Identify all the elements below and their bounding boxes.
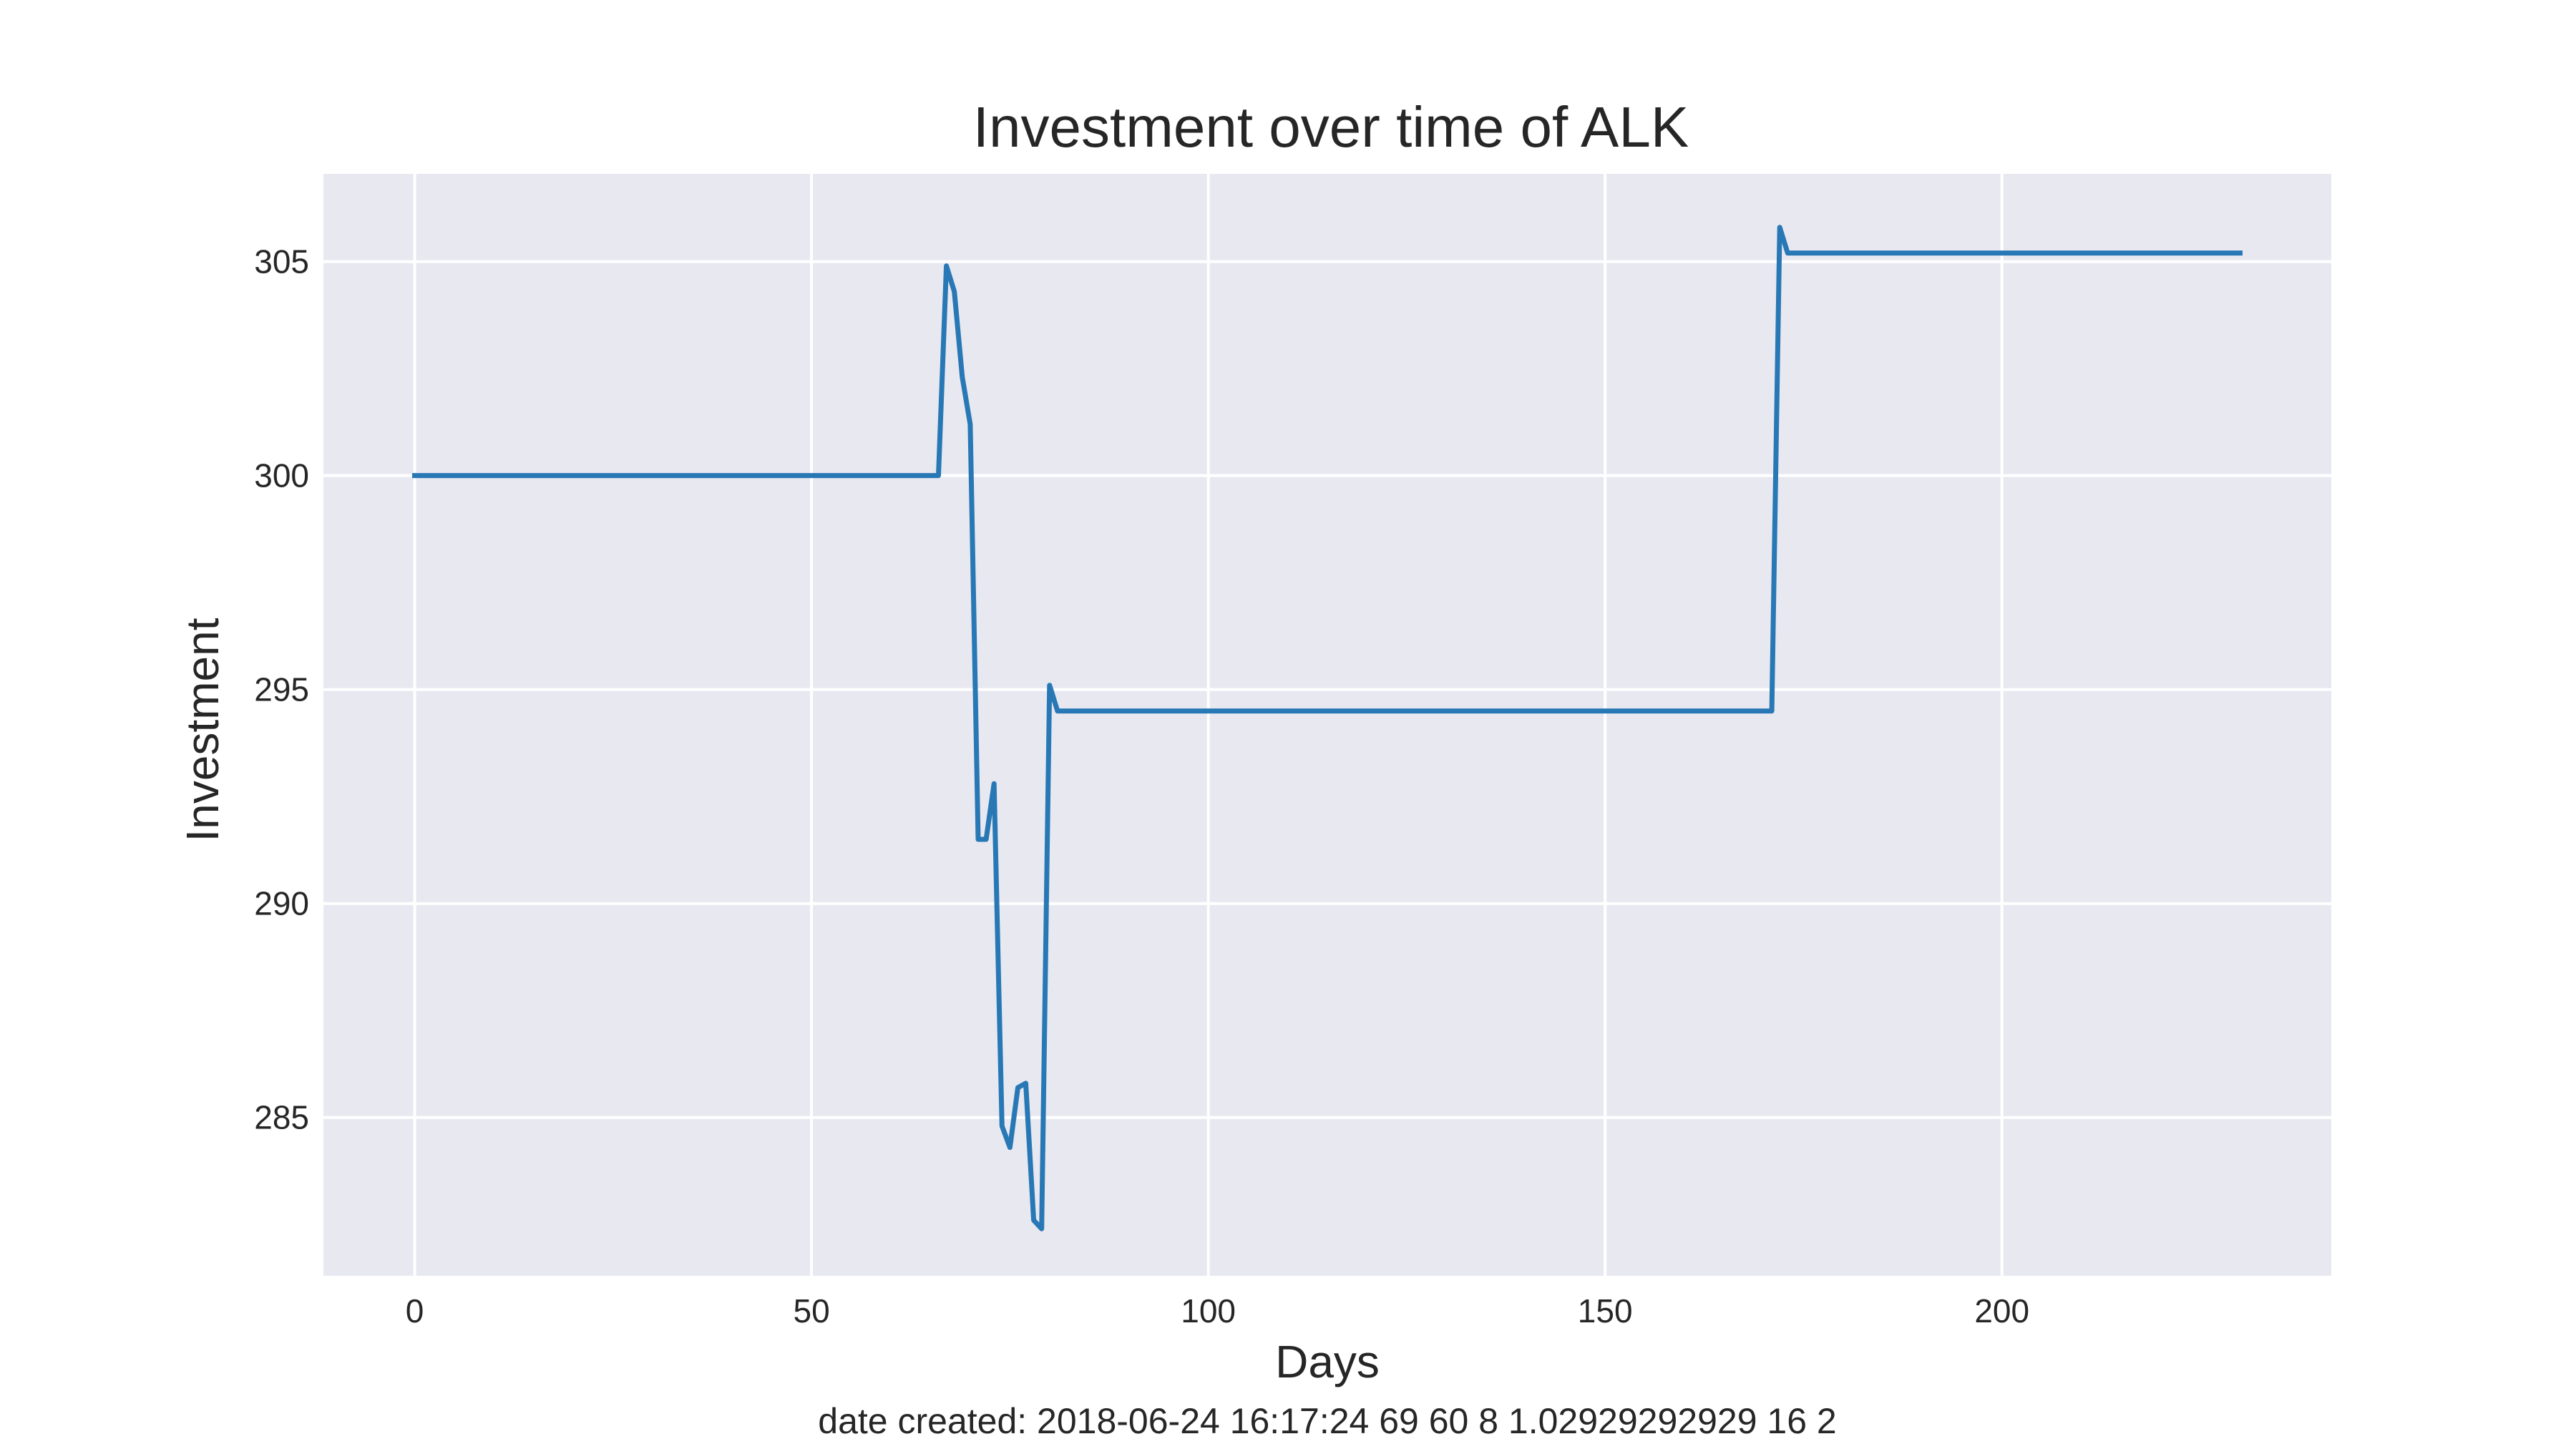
x-tick-label: 100	[1181, 1292, 1236, 1330]
x-tick-label: 150	[1578, 1292, 1633, 1330]
x-tick-label: 50	[794, 1292, 830, 1330]
y-tick-label: 290	[254, 885, 309, 922]
x-tick-label: 200	[1974, 1292, 2029, 1330]
y-tick-label: 305	[254, 243, 309, 280]
x-tick-label: 0	[406, 1292, 424, 1330]
y-tick-label: 300	[254, 457, 309, 494]
date-created-footer: date created: 2018-06-24 16:17:24 69 60 …	[818, 1401, 1836, 1441]
tick-labels: 0 50 100 150 200 285 290 295 300 305	[254, 243, 2029, 1330]
chart-title: Investment over time of ALK	[973, 95, 1689, 159]
series-layer	[412, 225, 2243, 1231]
plot-area	[323, 174, 2331, 1276]
investment-series-line	[412, 225, 2243, 1231]
y-tick-label: 295	[254, 671, 309, 708]
y-axis-label: Investment	[177, 618, 228, 841]
x-axis-label: Days	[1275, 1336, 1380, 1387]
y-tick-label: 285	[254, 1099, 309, 1136]
